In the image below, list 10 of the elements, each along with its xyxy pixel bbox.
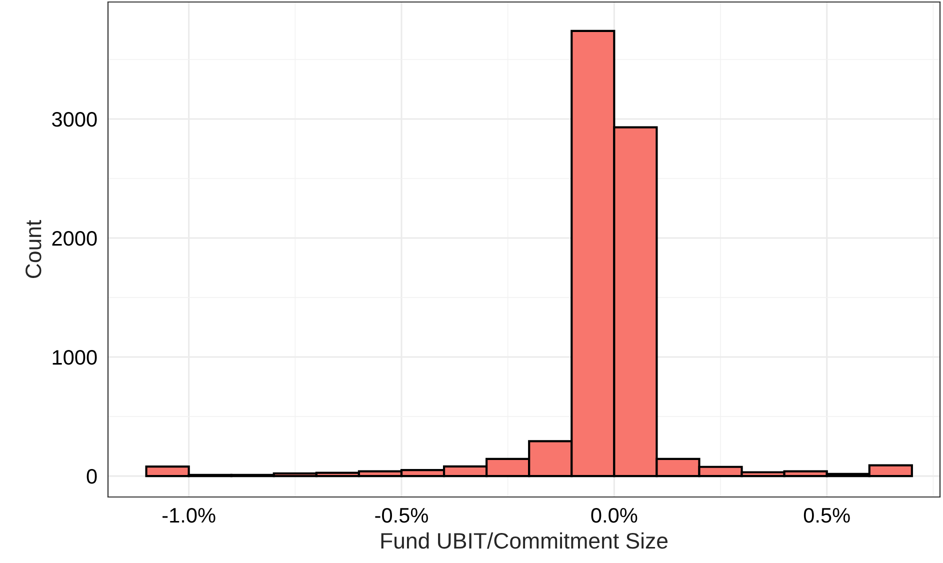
y-axis-title: Count (26, 220, 42, 278)
y-tick-label: 0 (86, 469, 97, 484)
y-tick-label: 2000 (52, 231, 97, 246)
x-tick-label: -1.0% (162, 508, 216, 523)
y-tick-label: 1000 (52, 350, 97, 365)
x-tick-label: 0.0% (591, 508, 638, 523)
y-tick-label: 3000 (52, 112, 97, 127)
x-tick-label: 0.5% (804, 508, 850, 523)
x-tick-label: -0.5% (375, 508, 428, 523)
x-axis-title: Fund UBIT/Commitment Size (381, 532, 668, 549)
